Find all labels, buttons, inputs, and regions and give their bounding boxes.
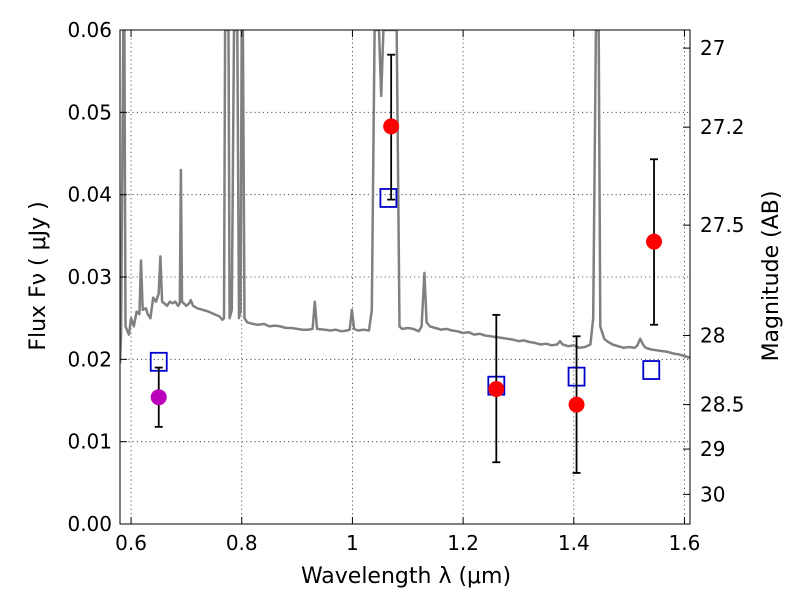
right-tick-label: 27 xyxy=(700,36,725,60)
y-tick-label: 0.02 xyxy=(67,347,112,371)
right-tick-label: 29 xyxy=(700,437,725,461)
observed-point xyxy=(383,118,400,135)
plot-frame xyxy=(119,29,691,525)
optical-point xyxy=(150,389,167,406)
right-tick-label: 28.5 xyxy=(700,393,745,417)
y-tick-label: 0.05 xyxy=(67,100,112,124)
right-tick-label: 27.5 xyxy=(700,213,745,237)
right-axis-label: Magnitude (AB) xyxy=(759,191,784,362)
right-tick-label: 27.2 xyxy=(700,115,745,139)
y-tick-label: 0.00 xyxy=(67,512,112,536)
y-tick-label: 0.04 xyxy=(67,183,112,207)
y-tick-label: 0.06 xyxy=(67,18,112,42)
x-tick-label: 0.8 xyxy=(226,531,258,555)
observed-point xyxy=(568,396,585,413)
x-tick-label: 1.6 xyxy=(669,531,701,555)
axis-layer: 0.6 0.8 1 1.2 1.4 1.6 0.00 0.01 0.02 0.03 0.04 0.05… xyxy=(67,18,744,555)
observed-point xyxy=(488,380,505,397)
right-tick-label: 30 xyxy=(700,482,725,506)
grid-layer xyxy=(120,29,690,525)
right-tick-label: 28 xyxy=(700,323,725,347)
model-box-marker xyxy=(642,360,661,380)
spectrum-line xyxy=(120,30,690,364)
x-tick-label: 1.2 xyxy=(447,531,479,555)
y-axis-label: Flux Fν ( μJy ) xyxy=(26,201,51,350)
x-tick-label: 0.6 xyxy=(115,531,147,555)
x-tick-label: 1.4 xyxy=(558,531,590,555)
x-tick-label: 1 xyxy=(346,531,359,555)
model-box-marker xyxy=(379,188,398,208)
x-axis-label: Wavelength λ (μm) xyxy=(301,564,511,589)
plot-layer xyxy=(120,30,690,474)
y-tick-label: 0.01 xyxy=(67,430,112,454)
y-tick-label: 0.03 xyxy=(67,265,112,289)
observed-point xyxy=(646,233,663,250)
